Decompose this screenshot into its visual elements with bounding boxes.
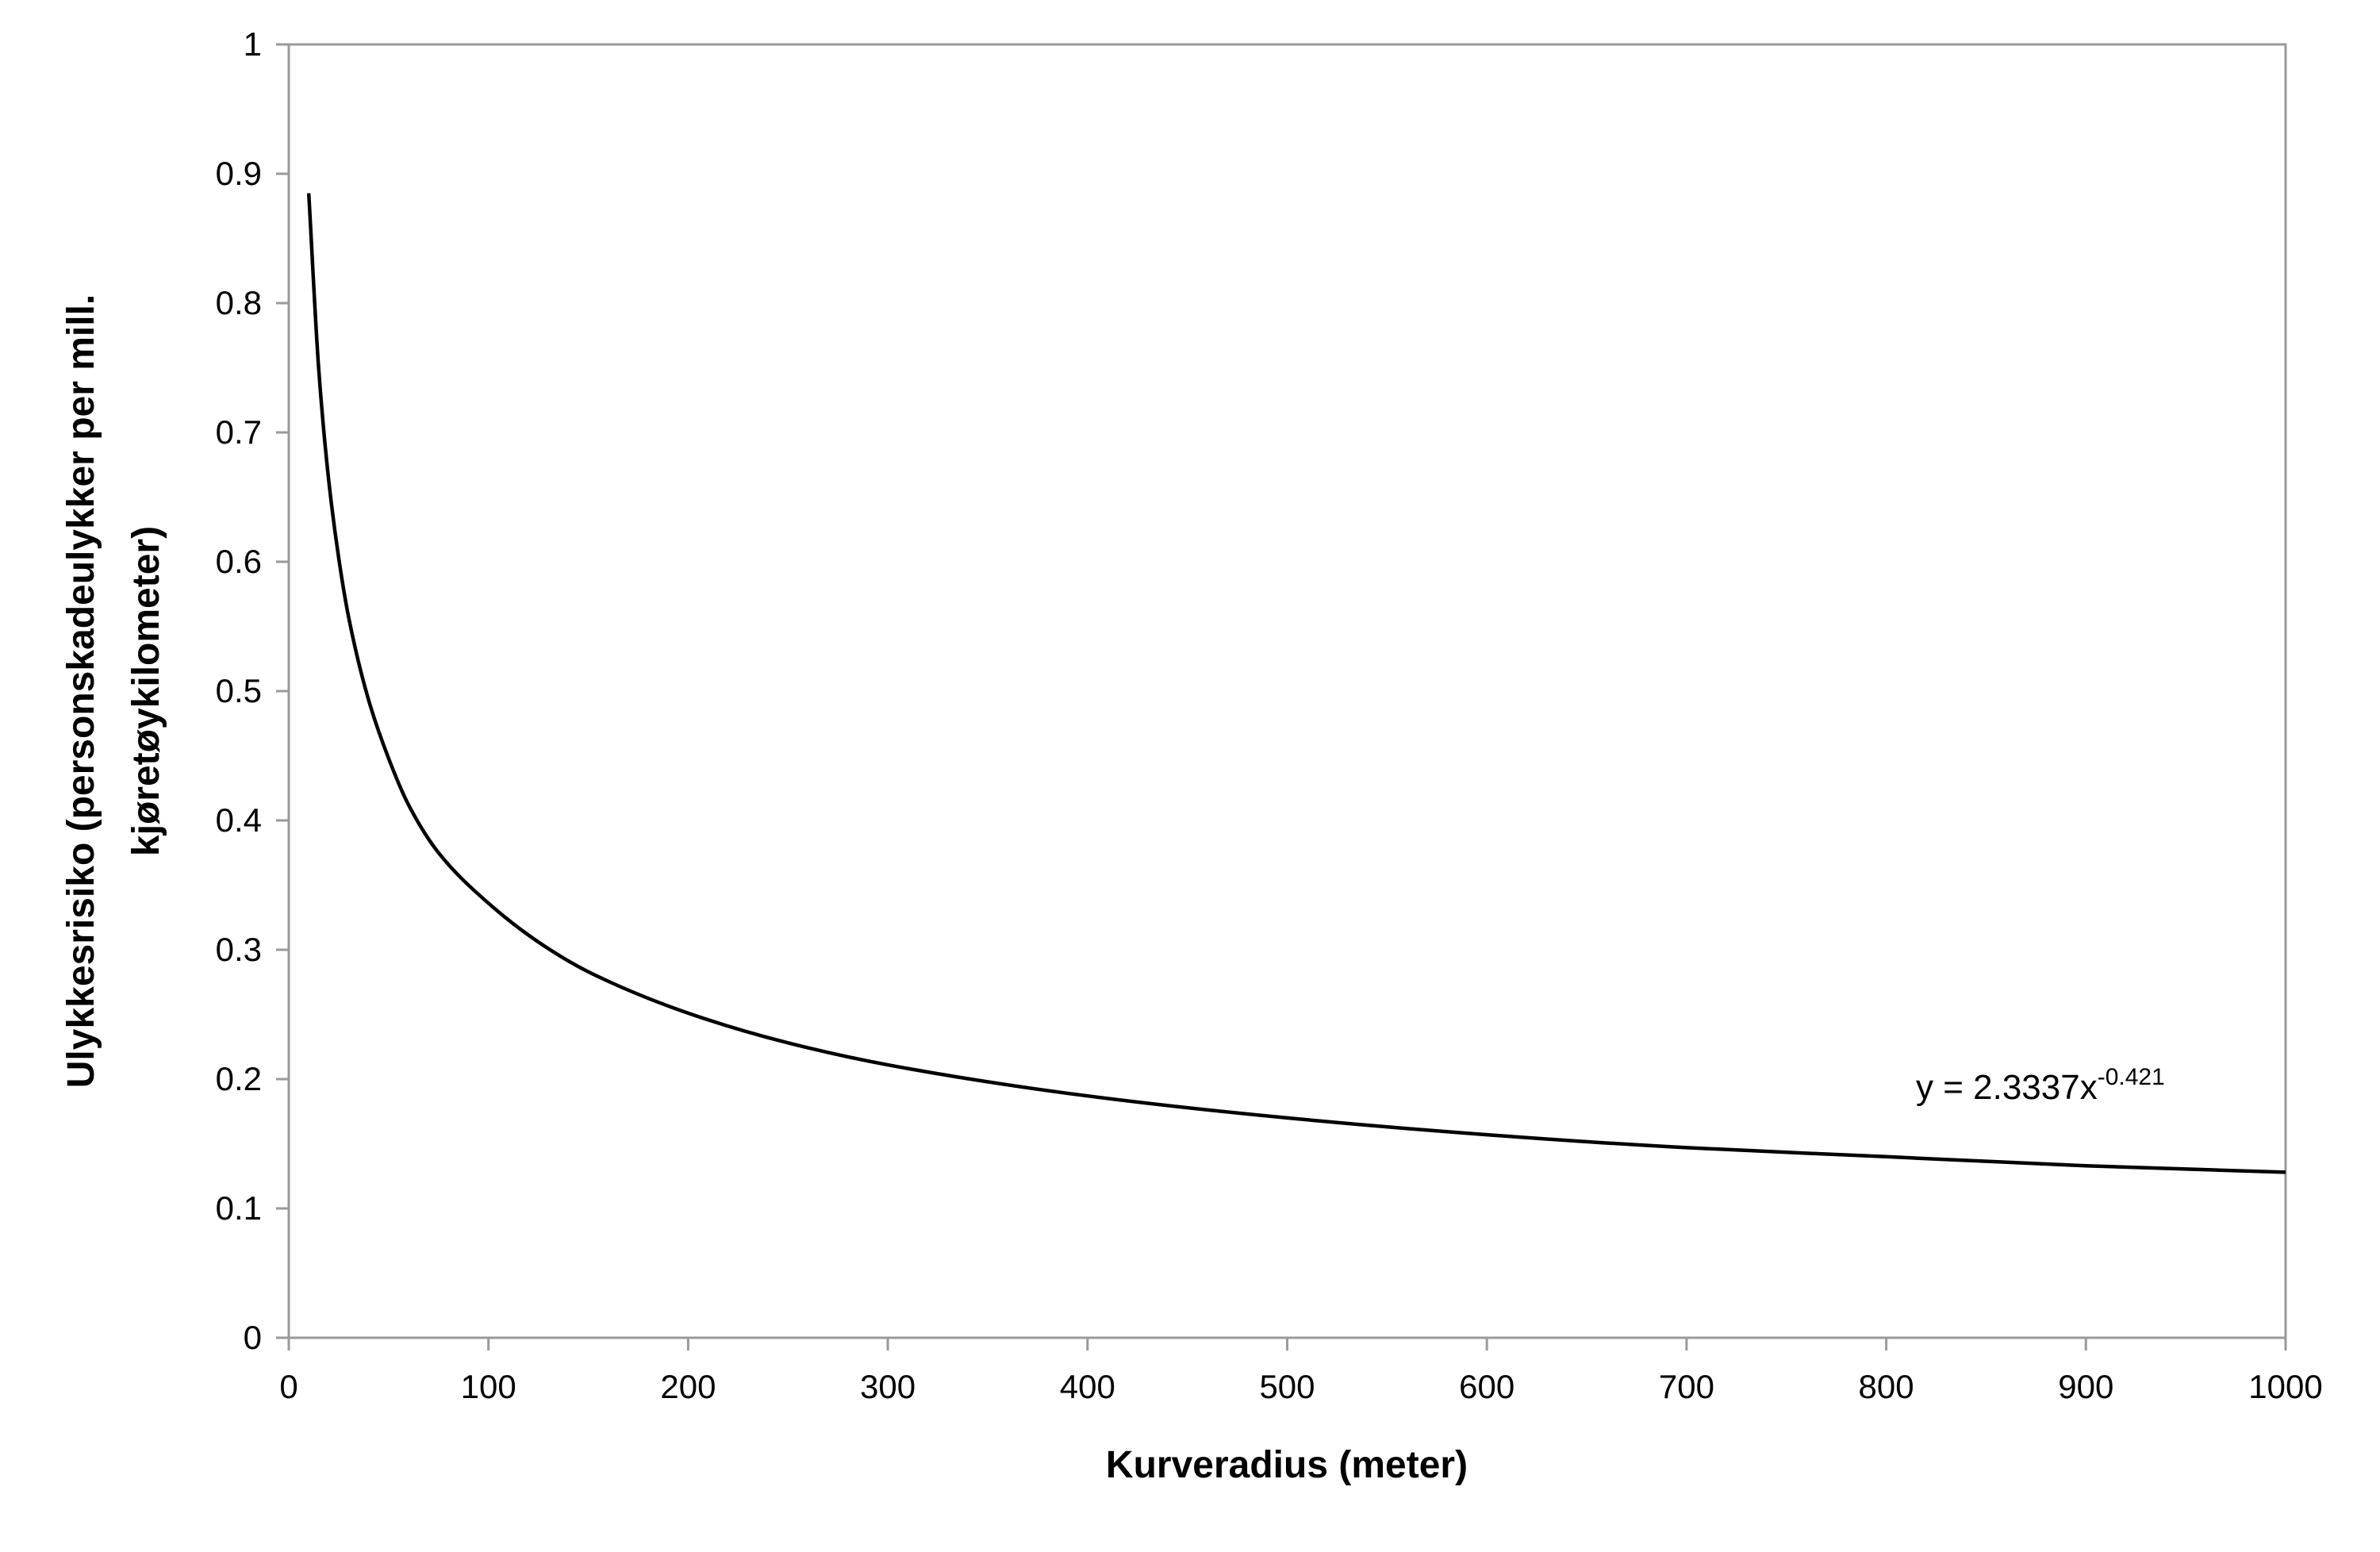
- y-tick-label: 0: [244, 1319, 262, 1356]
- y-tick-label: 0.8: [216, 284, 262, 321]
- y-tick-label: 0.4: [216, 801, 262, 839]
- x-axis: 0 100 200 300 400 500 600 700 800 900 1000: [279, 1338, 2323, 1405]
- y-axis-title-line-2: kjøretøykilometer): [125, 526, 167, 856]
- x-tick-label: 600: [1459, 1368, 1514, 1405]
- x-tick-label: 300: [860, 1368, 916, 1405]
- y-tick-label: 0.6: [216, 543, 262, 580]
- y-tick-label: 0.3: [216, 931, 262, 968]
- y-tick-label: 0.2: [216, 1060, 262, 1097]
- x-tick-label: 700: [1659, 1368, 1714, 1405]
- x-tick-label: 0: [279, 1368, 298, 1405]
- y-tick-label: 1: [244, 25, 262, 63]
- equation-annotation: y = 2.3337x-0.421: [1916, 1064, 2165, 1107]
- x-tick-label: 400: [1060, 1368, 1115, 1405]
- equation-exponent: -0.421: [2098, 1064, 2165, 1090]
- x-tick-label: 500: [1259, 1368, 1315, 1405]
- x-tick-label: 200: [660, 1368, 716, 1405]
- y-axis-title-line-1: Ulykkesrisiko (personskadeulykker per mi…: [60, 294, 102, 1089]
- x-axis-title: Kurveradius (meter): [1106, 1444, 1468, 1486]
- series-line-power-trend: [306, 193, 2286, 1174]
- y-axis-title: Ulykkesrisiko (personskadeulykker per mi…: [60, 294, 167, 1089]
- y-axis: 0 0.1 0.2 0.3 0.4 0.5 0.6 0.7 0.8 0.9 1: [216, 25, 289, 1356]
- x-tick-label: 900: [2058, 1368, 2113, 1405]
- y-tick-label: 0.7: [216, 413, 262, 451]
- y-tick-label: 0.1: [216, 1189, 262, 1227]
- x-tick-label: 1000: [2248, 1368, 2322, 1405]
- equation-base: y = 2.3337x: [1916, 1068, 2098, 1107]
- series-points: [307, 191, 2287, 1174]
- y-tick-label: 0.9: [216, 155, 262, 192]
- x-tick-label: 100: [461, 1368, 516, 1405]
- y-tick-label: 0.5: [216, 672, 262, 709]
- plot-area-border: [287, 43, 2287, 1339]
- x-tick-label: 800: [1859, 1368, 1914, 1405]
